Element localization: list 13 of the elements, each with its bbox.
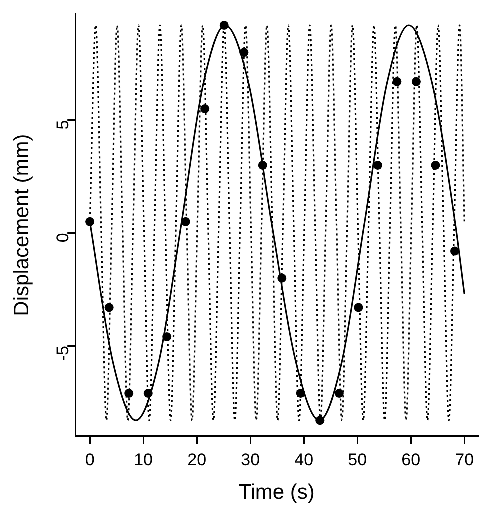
x-tick-label: 50 — [348, 450, 368, 470]
x-tick-label: 10 — [134, 450, 154, 470]
y-axis-title: Displacement (mm) — [10, 134, 34, 316]
x-tick-label: 40 — [294, 450, 314, 470]
x-tick-label: 30 — [241, 450, 260, 470]
x-tick-label: 70 — [455, 450, 474, 470]
x-tick-label: 0 — [85, 450, 95, 470]
y-tick-label: -5 — [53, 346, 72, 362]
x-axis-title: Time (s) — [238, 481, 315, 504]
x-tick-label: 20 — [188, 450, 207, 470]
y-tick-label: 0 — [53, 233, 72, 243]
x-tick-label: 60 — [402, 450, 421, 470]
y-tick-label: 5 — [53, 120, 72, 130]
